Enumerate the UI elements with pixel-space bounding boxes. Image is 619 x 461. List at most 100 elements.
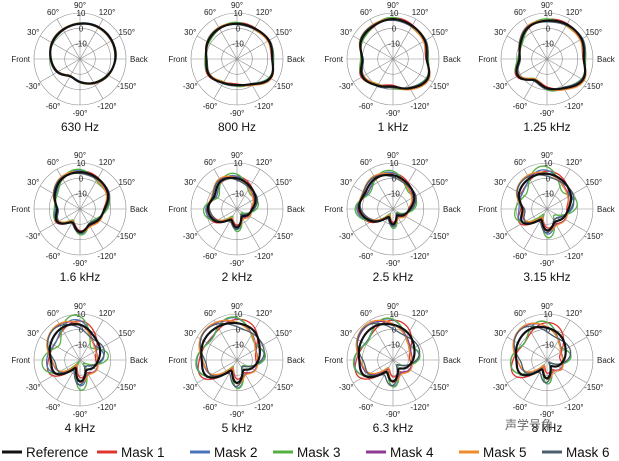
angular-tick-label: -150° [584,383,603,392]
angular-tick-label: -120° [97,252,116,261]
radial-tick-label: 0 [79,325,84,334]
series-line-mask-6 [47,323,106,386]
polar-panel: 90° 120° 150° Back -150° -120° -90° -60° -30° Fro… [324,1,461,134]
angular-tick-label: Back [287,205,306,214]
radial-tick-label: -10 [75,190,87,199]
polar-panel: 90° 120° 150° Back -150° -120° -90° -60° -30° Fro… [168,151,305,284]
legend: Reference Mask 1 Mask 2 Mask 3 Mask 4 Mask 5 M… [2,445,610,460]
polar-panel: 90° 120° 150° Back -150° -120° -90° -60° -30° Fro… [11,302,148,435]
grid-spoke [236,35,277,60]
angular-tick-label: -120° [564,102,583,111]
radial-tick-label: 10 [390,159,399,168]
angular-tick-label: 120° [566,158,583,167]
angular-tick-label: -60° [203,252,218,261]
angular-tick-label: 60° [47,8,59,17]
grid-spoke [546,208,587,233]
grid-spoke [392,336,433,361]
angular-tick-label: -30° [339,383,354,392]
grid-spoke [353,336,394,361]
grid-spoke [236,58,261,99]
polar-panel: 90° 120° 150° Back -150° -120° -90° -60° -30° Fro… [478,302,615,435]
radial-tick-label: 0 [79,24,84,33]
angular-tick-label: -150° [584,232,603,241]
radial-tick-label: -10 [232,341,244,350]
grid-spoke [507,35,548,60]
grid-spoke [197,35,238,60]
radial-tick-label: 10 [544,310,553,319]
angular-tick-label: 30° [494,329,506,338]
angular-tick-label: -60° [359,252,374,261]
radial-tick-label: -10 [388,40,400,49]
angular-tick-label: 90° [231,302,243,311]
angular-tick-label: 120° [99,309,116,318]
angular-tick-label: 30° [27,178,39,187]
angular-tick-label: -60° [513,102,528,111]
grid-spoke [56,169,81,210]
angular-tick-label: 90° [387,151,399,160]
angular-tick-label: Back [597,356,616,365]
angular-tick-label: -150° [274,383,293,392]
angular-tick-label: 120° [99,158,116,167]
series-line-reference [357,173,416,226]
series-line-mask-6 [53,172,111,234]
grid-spoke [369,58,394,99]
angular-tick-label: -90° [73,410,88,419]
angular-tick-label: 150° [275,178,292,187]
angular-tick-label: -120° [97,403,116,412]
polar-panels: 90° 120° 150° Back -150° -120° -90° -60° -30° Fro… [11,1,615,435]
angular-tick-label: 90° [541,151,553,160]
angular-tick-label: 30° [494,178,506,187]
polar-panel: 90° 120° 150° Back -150° -120° -90° -60° -30° Fro… [168,302,305,435]
angular-tick-label: 120° [412,309,429,318]
angular-tick-label: -90° [230,109,245,118]
panel-title: 8 kHz [532,421,563,435]
angular-tick-label: 60° [204,8,216,17]
panel-title: 1.25 kHz [523,120,570,134]
angular-tick-label: -60° [513,252,528,261]
angular-tick-label: 90° [231,1,243,10]
angular-tick-label: 30° [184,178,196,187]
series-line-reference [515,19,587,91]
radial-tick-label: 10 [77,9,86,18]
angular-tick-label: Back [443,55,462,64]
angular-tick-label: Back [287,356,306,365]
grid-spoke [40,58,81,83]
angular-tick-label: -60° [46,403,61,412]
radial-tick-label: 0 [236,24,241,33]
grid-spoke [507,185,548,210]
angular-tick-label: 120° [566,309,583,318]
legend-label: Mask 6 [566,445,610,460]
grid-spoke [369,359,394,400]
angular-tick-label: -30° [183,232,198,241]
angular-tick-label: -120° [564,403,583,412]
grid-spoke [353,359,394,384]
angular-tick-label: -90° [73,259,88,268]
angular-tick-label: -90° [73,109,88,118]
grid-spoke [79,58,120,83]
angular-tick-label: 30° [494,28,506,37]
series-line-reference [206,176,257,229]
radial-tick-label: 0 [546,24,551,33]
angular-tick-label: -30° [26,82,41,91]
series-line-mask-6 [199,322,265,388]
series-line-reference [200,321,261,385]
series-line-reference [359,18,431,90]
angular-tick-label: -90° [230,259,245,268]
grid-spoke [197,58,238,83]
series-line-mask-6 [356,322,421,387]
angular-tick-label: Front [11,356,30,365]
angular-tick-label: -30° [183,383,198,392]
angular-tick-label: -30° [339,82,354,91]
angular-tick-label: Back [287,55,306,64]
angular-tick-label: -120° [254,403,273,412]
angular-tick-label: -150° [274,232,293,241]
polar-panel: 90° 120° 150° Back -150° -120° -90° -60° -30° Fro… [168,1,305,134]
grid-spoke [236,359,277,384]
angular-tick-label: -60° [203,102,218,111]
series-line-reference [48,323,102,383]
radial-tick-label: 10 [77,159,86,168]
angular-tick-label: 30° [27,28,39,37]
legend-label: Mask 1 [121,445,165,460]
angular-tick-label: 150° [275,329,292,338]
angular-tick-label: -60° [359,403,374,412]
